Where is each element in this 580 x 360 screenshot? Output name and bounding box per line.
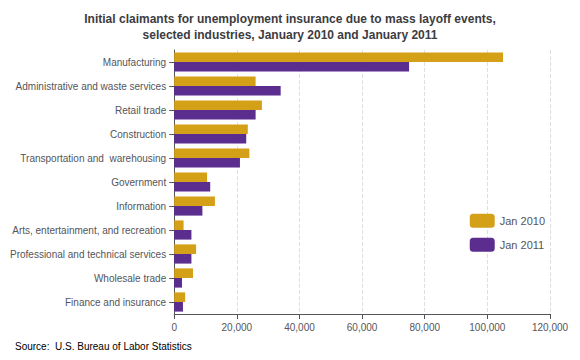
svg-text:80,000: 80,000 bbox=[409, 322, 440, 333]
svg-text:Finance and insurance: Finance and insurance bbox=[65, 297, 167, 308]
svg-text:120,000: 120,000 bbox=[532, 322, 569, 333]
svg-text:Transportation and warehousin: Transportation and warehousing bbox=[20, 153, 166, 164]
svg-text:Wholesale trade: Wholesale trade bbox=[94, 273, 167, 284]
svg-text:Manufacturing: Manufacturing bbox=[103, 57, 166, 68]
svg-text:Retail trade: Retail trade bbox=[115, 105, 167, 116]
svg-text:Professional and technical ser: Professional and technical services bbox=[10, 249, 166, 260]
svg-text:selected industries, January 2: selected industries, January 2010 and Ja… bbox=[143, 28, 438, 42]
svg-text:Government: Government bbox=[111, 177, 166, 188]
svg-text:100,000: 100,000 bbox=[469, 322, 506, 333]
svg-text:Jan 2011: Jan 2011 bbox=[500, 239, 544, 251]
svg-text:60,000: 60,000 bbox=[347, 322, 378, 333]
svg-text:Jan 2010: Jan 2010 bbox=[500, 215, 545, 227]
svg-text:Administrative and waste servi: Administrative and waste services bbox=[16, 81, 167, 92]
svg-text:Information: Information bbox=[116, 201, 166, 212]
svg-text:Source: U.S. Bureau of Labor: Source: U.S. Bureau of Labor Statistics bbox=[15, 341, 192, 352]
svg-text:40,000: 40,000 bbox=[284, 322, 315, 333]
svg-text:0: 0 bbox=[171, 322, 177, 333]
svg-text:Arts, entertainment, and recre: Arts, entertainment, and recreation bbox=[12, 225, 166, 236]
svg-text:Construction: Construction bbox=[110, 129, 166, 140]
svg-text:Initial claimants for unemploy: Initial claimants for unemployment insur… bbox=[84, 12, 495, 26]
svg-text:20,000: 20,000 bbox=[222, 322, 253, 333]
